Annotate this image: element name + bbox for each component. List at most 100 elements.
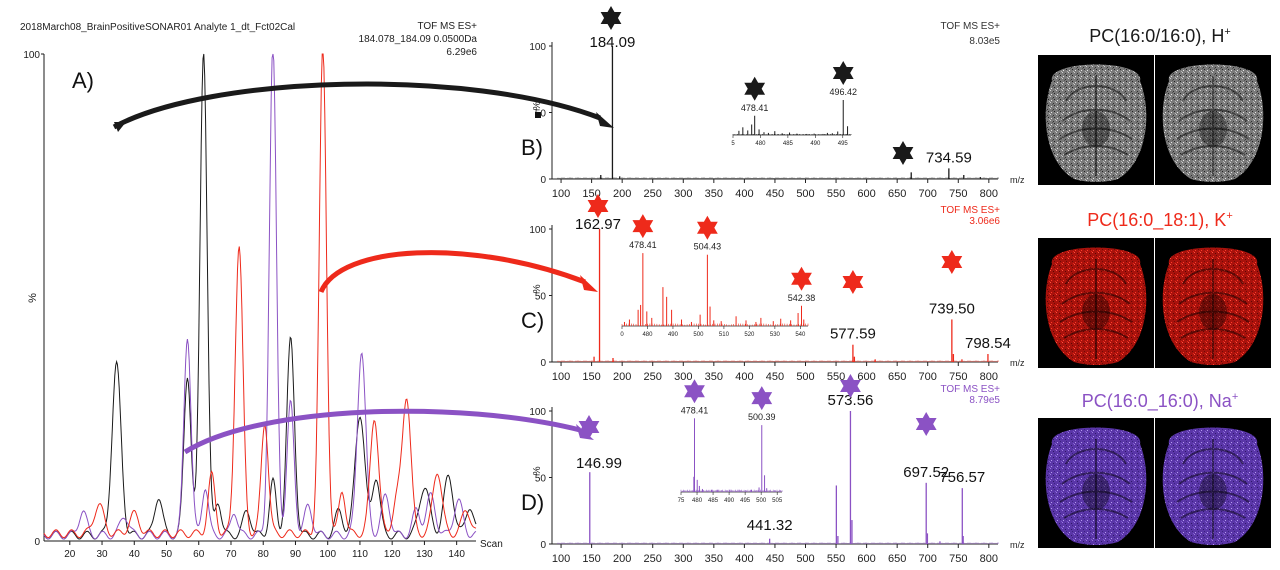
spectrum-info-mode: TOF MS ES+ [940,384,1000,395]
chrom-xtick-label: 50 [161,549,173,560]
spectrum-panel-d: 0 50 100% 100 150 200 250 300 350 400 450 500 550 600… [529,374,1025,565]
spectrum-xtick-label: 500 [796,188,814,200]
tissue-ventricle [1199,294,1227,330]
inset-peak-label: 504.43 [694,242,722,252]
chrom-xtick-label: 30 [96,549,108,560]
inset-peak-label: 500.39 [748,412,776,422]
chrom-xtick-label: 130 [416,549,433,560]
arrow-purple [183,408,581,455]
inset-xtick-label: 485 [783,141,794,147]
star-icon [632,214,654,239]
spectrum-xtick-label: 150 [582,553,600,565]
spectrum-inset: 5 480 485 490 495 478.41 496.42 [731,61,857,147]
spectrum-xtick-label: 450 [766,553,784,565]
tissue-ventricle [1082,474,1110,510]
chrom-xtick-label: 60 [193,549,205,560]
spectrum-xtick-label: 550 [827,188,845,200]
star-icon [751,386,773,411]
spectrum-xtick-label: 700 [919,188,937,200]
tissue-outline [1162,427,1264,545]
spectrum-xtick-label: 300 [674,188,692,200]
chrom-trace-black [43,53,477,540]
tissue-image-2 [1155,418,1271,548]
spectrum-xtick-label: 600 [857,188,875,200]
spectrum-xtick-label: 250 [644,553,662,565]
spectrum-xtick-label: 550 [827,553,845,565]
spectrum-peak-label: 697.52 [903,464,949,481]
chromatogram-panel: 0 100% 20 30 40 50 60 70 80 90 100 110 120 130 140 Scan [23,50,502,560]
spectrum-ytick-label: 0 [540,175,546,186]
chrom-xtick-label: 70 [225,549,237,560]
spectrum-ytick-label: 0 [540,540,546,551]
spectrum-xtick-label: 250 [644,371,662,383]
spectrum-ytick-label: 100 [529,225,546,236]
chrom-xtick-label: 100 [319,549,336,560]
spectrum-xtick-label: 750 [949,553,967,565]
spectrum-noise [557,177,999,179]
tissue-ventricle [1082,294,1110,330]
marker-square [535,112,541,118]
chrom-ylabel: % [27,293,39,303]
spectrum-xlabel: m/z [1010,540,1025,550]
inset-peak-label: 496.42 [829,87,857,97]
spectrum-peak-label: 756.57 [939,469,985,486]
star-icon [600,6,622,30]
tissue-structure [1176,76,1250,176]
spectrum-xtick-label: 600 [857,371,875,383]
spectrum-xtick-label: 100 [552,188,570,200]
inset-xtick-label: 5 [731,141,735,147]
spectrum-ytick-label: 100 [529,42,546,53]
inset-xtick-label: 490 [668,332,679,338]
inset-noise [680,489,783,492]
spectrum-xtick-label: 650 [888,371,906,383]
arrow-red-head [580,275,598,292]
panel-label-b: B) [521,135,543,160]
tissue-outline [1162,64,1264,182]
spectrum-xtick-label: 450 [766,371,784,383]
spectrum-peak-label: 577.59 [830,326,876,343]
tissue-structure [1059,439,1133,539]
spectrum-info-mode: TOF MS ES+ [940,205,1000,216]
spectrum-peak-label: 441.32 [747,517,793,534]
spectrum-ylabel: % [532,284,543,293]
spectrum-xtick-label: 100 [552,371,570,383]
inset-xtick-label: 490 [724,498,735,504]
arrow-black [112,81,601,130]
spectrum-xtick-label: 400 [735,553,753,565]
inset-xtick-label: 485 [708,498,719,504]
inset-xtick-label: 495 [740,498,751,504]
inset-xtick-label: 75 [678,498,685,504]
inset-xtick-label: 500 [693,332,704,338]
chromatogram-info-3: 6.29e6 [446,47,477,58]
spectrum-xtick-label: 300 [674,553,692,565]
spectrum-xlabel: m/z [1010,175,1025,185]
panel-label-c: C) [521,308,544,333]
spectrum-xlabel: m/z [1010,358,1025,368]
tissue-ventricle [1199,111,1227,147]
inset-xtick-label: 530 [770,332,781,338]
inset-xtick-label: 480 [642,332,653,338]
spectrum-xtick-label: 200 [613,553,631,565]
chrom-xtick-label: 140 [448,549,465,560]
spectrum-xtick-label: 500 [796,553,814,565]
spectrum-xtick-label: 800 [980,188,998,200]
inset-xtick-label: 0 [620,332,624,338]
spectrum-xtick-label: 800 [980,553,998,565]
chrom-xtick-label: 110 [352,549,368,560]
spectrum-xtick-label: 250 [644,188,662,200]
tissue-ventricle [1199,474,1227,510]
arrow-red [318,250,586,294]
chrom-xtick-label: 40 [129,549,141,560]
star-icon [941,250,963,274]
spectrum-info-intensity: 3.06e6 [969,216,1000,227]
inset-xtick-label: 480 [755,141,766,147]
inset-xtick-label: 505 [772,498,783,504]
spectrum-xtick-label: 700 [919,371,937,383]
spectrum-xtick-label: 450 [766,188,784,200]
panel-label-d: D) [521,490,544,515]
image-panel-3: PC(16:0_16:0), Na+ [1038,391,1271,548]
spectrum-ytick-label: 50 [535,474,547,485]
spectrum-ylabel: % [532,466,543,475]
